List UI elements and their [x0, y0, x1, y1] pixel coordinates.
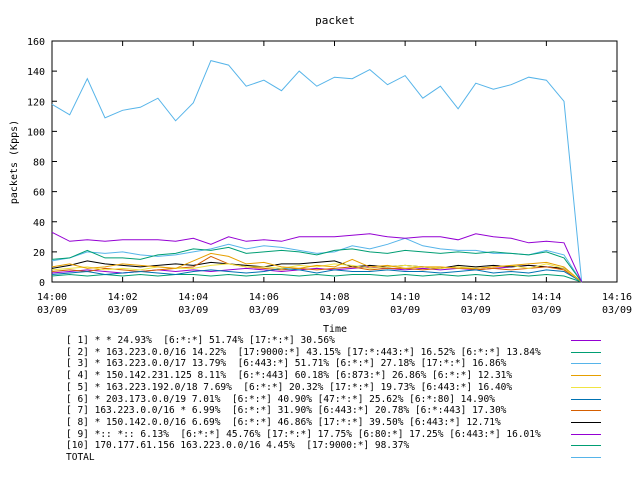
legend-swatch [571, 375, 601, 377]
legend-entry: [ 8] * 150.142.0.0/16 6.69% [6:*:*] 46.8… [66, 416, 501, 428]
series-lines [51, 60, 583, 283]
y-tick-label: 20 [33, 248, 45, 259]
series-line-3 [51, 237, 583, 283]
legend-swatch [571, 410, 601, 412]
legend-entry: [ 5] * 163.223.192.0/18 7.69% [6:*:*] 20… [66, 381, 513, 393]
legend-swatch [571, 433, 601, 435]
legend-swatch [571, 445, 601, 447]
x-tick-label-time: 14:04 [178, 292, 208, 303]
x-tick-label-time: 14:06 [249, 292, 279, 303]
legend-swatch [571, 398, 601, 400]
y-tick-label: 80 [33, 158, 45, 169]
chart-title: packet [315, 14, 355, 27]
series-line-8 [51, 260, 583, 283]
series-line-1 [51, 231, 583, 283]
x-tick-label-time: 14:10 [390, 292, 420, 303]
legend-swatch [571, 457, 601, 458]
legend-entry: [ 6] * 203.173.0.0/19 7.01% [6:*:*] 40.9… [66, 393, 495, 405]
y-tick-label: 140 [27, 67, 45, 78]
legend-entry: [ 1] * * 24.93% [6:*:*] 51.74% [17:*:*] … [66, 335, 335, 346]
x-tick-label-date: 03/09 [602, 305, 632, 316]
legend-entry: [10] 170.177.61.156 163.223.0.0/16 4.45%… [66, 440, 410, 452]
x-tick-label-time: 14:02 [108, 292, 138, 303]
legend-swatch [571, 421, 601, 423]
legend-entry: TOTAL [66, 452, 95, 463]
x-tick-label-date: 03/09 [37, 305, 67, 316]
legend-entry: [ 2] * 163.223.0.0/16 14.22% [17:9000:*]… [66, 346, 541, 358]
x-tick-label-date: 03/09 [531, 305, 561, 316]
y-tick-label: 160 [27, 37, 45, 48]
x-tick-label-time: 14:12 [461, 292, 491, 303]
y-axis-label: packets (Kpps) [9, 120, 20, 204]
legend-swatch [571, 351, 601, 353]
legend-swatch [571, 363, 601, 365]
x-tick-label-time: 14:16 [602, 292, 632, 303]
legend-entry: [ 7] 163.223.0.0/16 * 6.99% [6:*:*] 31.9… [66, 405, 507, 417]
series-line-10 [51, 273, 582, 283]
y-tick-label: 100 [27, 127, 45, 138]
y-tick-label: 60 [33, 188, 45, 199]
x-tick-label-date: 03/09 [461, 305, 491, 316]
y-tick-label: 40 [33, 218, 45, 229]
legend-entry: [ 3] * 163.223.0.0/17 13.79% [6:443:*] 5… [66, 358, 507, 370]
legend-entry: [ 9] *:: *:: 6.13% [6:*:*] 45.76% [17:*:… [66, 428, 541, 440]
x-tick-label-time: 14:14 [531, 292, 561, 303]
x-tick-label-date: 03/09 [390, 305, 420, 316]
x-tick-label-date: 03/09 [249, 305, 279, 316]
x-tick-label-date: 03/09 [178, 305, 208, 316]
x-axis-label: Time [323, 324, 347, 335]
x-tick-label-time: 14:08 [319, 292, 349, 303]
series-line-11 [51, 60, 583, 283]
x-tick-label-time: 14:00 [37, 292, 67, 303]
x-tick-label-date: 03/09 [108, 305, 138, 316]
legend-swatch [571, 386, 601, 388]
legend-swatch [571, 340, 601, 341]
x-axis: 14:00 03/09 14:02 03/09 14:04 03/09 14:06 03/09… [37, 41, 632, 316]
series-line-2 [51, 246, 583, 283]
y-axis: 0 20 40 60 80 100 120 140 160 [27, 37, 617, 289]
x-tick-label-date: 03/09 [319, 305, 349, 316]
series-line-9 [51, 264, 583, 283]
series-line-6 [51, 267, 582, 283]
y-tick-label: 0 [39, 278, 45, 289]
y-tick-label: 120 [27, 97, 45, 108]
series-line-4 [51, 252, 583, 283]
legend-entry: [ 4] * 150.142.231.125 8.11% [6:*:443] 6… [66, 370, 513, 382]
